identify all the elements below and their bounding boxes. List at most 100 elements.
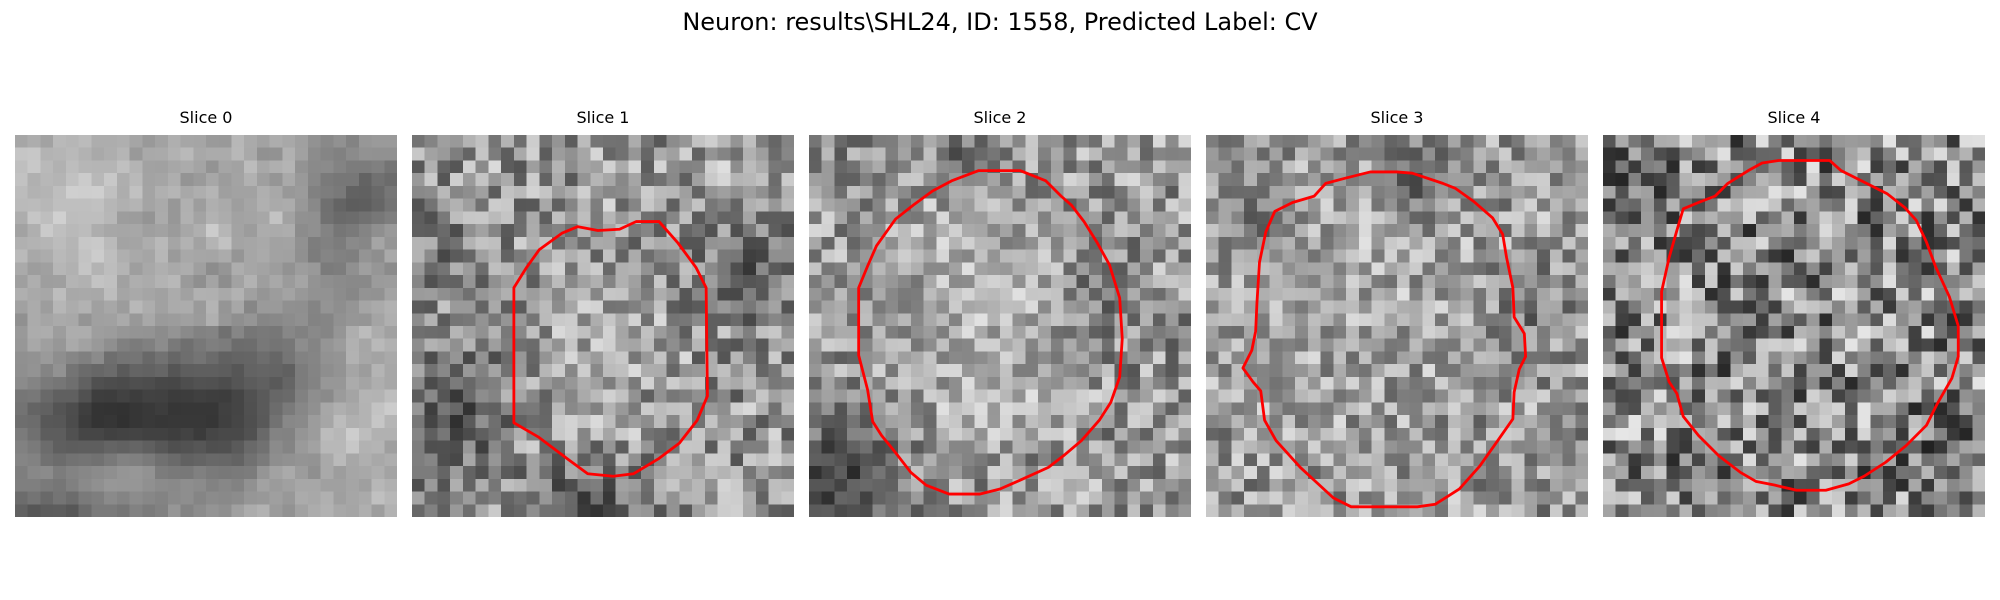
pixel: [1218, 364, 1232, 378]
pixel: [1524, 427, 1538, 441]
pixel: [1320, 364, 1334, 378]
pixel: [1895, 173, 1909, 187]
pixel: [1704, 402, 1718, 416]
pixel: [1012, 173, 1026, 187]
pixel: [1256, 453, 1270, 467]
pixel: [539, 198, 553, 212]
pixel: [1000, 415, 1013, 429]
pixel: [1628, 402, 1642, 416]
pixel: [834, 415, 848, 429]
pixel: [1127, 466, 1141, 480]
pixel: [898, 351, 912, 365]
pixel: [1628, 313, 1642, 327]
pixel: [1794, 338, 1807, 352]
pixel: [1972, 389, 1985, 403]
pixel: [847, 351, 861, 365]
pixel: [320, 504, 334, 517]
pixel: [768, 262, 782, 276]
pixel: [1295, 402, 1309, 416]
pixel: [1012, 224, 1026, 238]
pixel: [809, 135, 822, 148]
pixel: [1946, 224, 1960, 238]
pixel: [1152, 364, 1166, 378]
pixel: [653, 364, 667, 378]
pixel: [244, 453, 258, 467]
pixel: [1422, 440, 1436, 454]
pixel: [1422, 160, 1436, 174]
pixel: [1666, 491, 1680, 505]
pixel: [269, 351, 283, 365]
pixel: [872, 224, 886, 238]
pixel: [1089, 453, 1103, 467]
pixel: [526, 376, 540, 390]
pixel: [1206, 236, 1219, 250]
pixel: [653, 236, 667, 250]
pixel: [730, 135, 744, 148]
pixel: [1422, 185, 1436, 199]
pixel: [307, 402, 321, 416]
pixel: [91, 389, 105, 403]
pixel: [898, 376, 912, 390]
pixel: [743, 376, 757, 390]
pixel: [615, 275, 629, 289]
pixel: [1537, 364, 1551, 378]
pixel: [1012, 504, 1026, 517]
pixel: [1946, 185, 1960, 199]
pixel: [1717, 351, 1731, 365]
pixel: [1603, 326, 1616, 339]
pixel: [475, 466, 489, 480]
pixel: [1844, 440, 1858, 454]
pixel: [923, 415, 937, 429]
pixel: [412, 364, 425, 378]
pixel: [53, 478, 67, 492]
pixel: [27, 351, 41, 365]
pixel: [462, 249, 476, 263]
pixel: [1921, 262, 1935, 276]
pixel: [1244, 236, 1258, 250]
pixel: [526, 415, 540, 429]
pixel: [1870, 160, 1884, 174]
pixel: [104, 440, 118, 454]
pixel: [768, 300, 782, 314]
pixel: [872, 351, 886, 365]
pixel: [1692, 262, 1706, 276]
pixel: [129, 326, 143, 339]
pixel: [488, 300, 502, 314]
pixel: [809, 224, 822, 238]
pixel: [768, 287, 782, 301]
pixel: [1524, 173, 1538, 187]
pixel: [1269, 313, 1283, 327]
pixel: [666, 364, 680, 378]
pixel: [615, 351, 629, 365]
pixel: [910, 351, 924, 365]
pixel: [1409, 478, 1423, 492]
pixel: [1806, 224, 1820, 238]
pixel: [1050, 376, 1064, 390]
pixel: [307, 351, 321, 365]
pixel: [282, 453, 296, 467]
pixel: [1447, 262, 1461, 276]
pixel: [1806, 249, 1820, 263]
pixel: [717, 351, 731, 365]
pixel: [142, 135, 156, 148]
pixel: [679, 351, 693, 365]
pixel: [129, 402, 143, 416]
pixel: [218, 224, 232, 238]
pixel: [167, 415, 181, 429]
pixel: [1358, 313, 1372, 327]
pixel: [193, 160, 207, 174]
pixel: [590, 249, 604, 263]
pixel: [1537, 300, 1551, 314]
panel-title: Slice 1: [576, 108, 630, 127]
pixel: [1178, 478, 1191, 492]
pixel: [1397, 211, 1410, 225]
pixel: [961, 415, 975, 429]
pixel: [295, 236, 309, 250]
pixel: [65, 364, 79, 378]
pixel: [781, 300, 794, 314]
pixel: [1653, 453, 1667, 467]
pixel: [1038, 440, 1052, 454]
pixel: [1575, 249, 1588, 263]
pixel: [1165, 402, 1179, 416]
pixel: [1575, 135, 1588, 148]
